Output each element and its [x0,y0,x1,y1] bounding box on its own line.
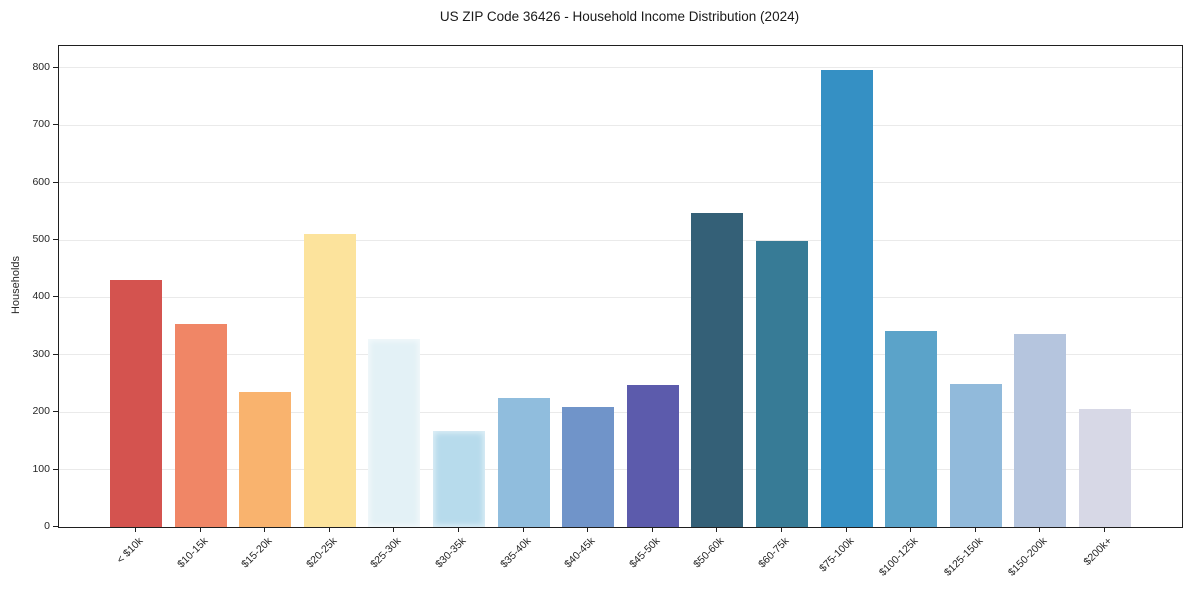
x-tick-mark [587,527,589,532]
gridline [59,354,1182,356]
x-tick-mark [1104,527,1105,532]
x-tick-mark [1039,527,1041,532]
x-tick-mark [522,527,524,532]
y-tick-mark [53,239,58,240]
bar-50-60k [691,213,744,527]
bar-45-50k [626,385,679,527]
bar-35-40k [497,398,550,527]
y-tick-label: 300 [32,347,50,360]
x-tick-mark [845,527,847,532]
bar-30-35k [433,431,485,527]
gridline [59,67,1182,69]
bar-20-25k [303,233,356,527]
bar-60-75k [756,241,808,527]
bar-75-100k [820,69,873,527]
bar-15-20k [239,391,292,527]
x-tick-mark [199,527,201,532]
plot-area [58,45,1183,528]
y-tick-mark [53,296,58,298]
chart-title: US ZIP Code 36426 - Household Income Dis… [439,9,800,24]
bar-200k [1079,409,1131,527]
x-tick-label: < $10k [114,535,146,566]
y-tick-label: 700 [32,118,50,131]
y-tick-label: 200 [32,405,50,418]
bar-25-30k [368,338,421,527]
gridline [59,469,1182,471]
x-tick-mark [781,527,782,532]
y-tick-mark [53,411,58,413]
bar-40-45k [562,407,615,527]
gridline [59,296,1182,298]
gridline [59,182,1182,184]
x-tick-mark [716,527,718,532]
y-tick-label: 400 [32,290,50,303]
bar-125-150k [949,383,1002,527]
x-tick-mark [328,527,330,532]
x-tick-mark [135,527,136,532]
y-tick-label: 0 [44,520,50,532]
y-axis-label: Households [10,255,22,315]
gridline [59,239,1182,241]
y-tick-mark [53,181,58,183]
x-tick-mark [910,527,912,532]
gridline [59,124,1182,126]
y-tick-mark [53,353,58,355]
bar-100-125k [885,330,938,527]
x-tick-mark [264,527,266,532]
bar-150-200k [1014,333,1067,527]
bar-10k [110,279,162,527]
x-tick-mark [974,527,976,532]
y-tick-label: 800 [32,60,50,73]
y-tick-label: 600 [32,175,50,188]
bar-10-15k [174,324,227,527]
x-tick-mark [393,527,395,532]
gridline [59,411,1182,413]
y-tick-label: 100 [32,462,50,475]
y-tick-mark [53,526,58,527]
y-tick-mark [53,124,58,126]
y-tick-mark [53,468,58,470]
y-tick-label: 500 [32,233,50,245]
y-tick-mark [53,66,58,68]
x-tick-mark [458,527,459,532]
x-tick-mark [651,527,653,532]
